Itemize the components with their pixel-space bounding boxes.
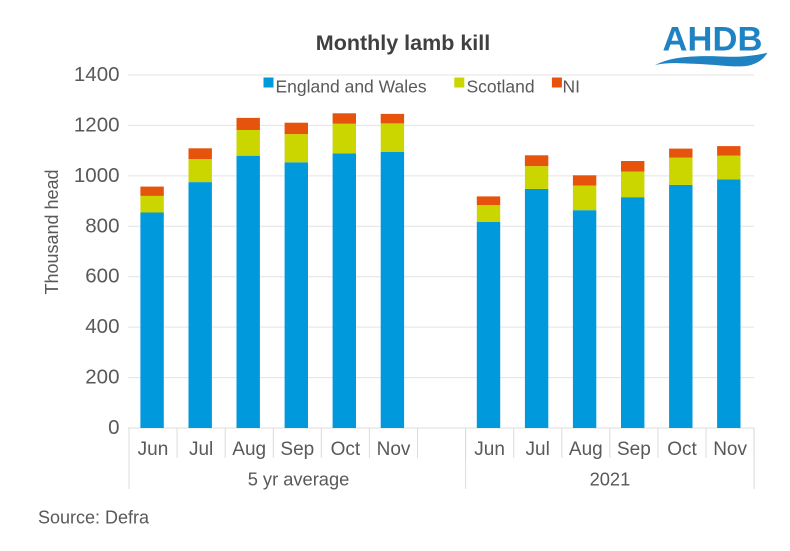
svg-text:Jul: Jul — [189, 439, 213, 460]
svg-text:Sep: Sep — [617, 439, 651, 460]
svg-text:800: 800 — [85, 214, 119, 237]
svg-text:5 yr average: 5 yr average — [248, 469, 350, 490]
svg-text:Nov: Nov — [377, 439, 411, 460]
svg-text:England and Wales: England and Wales — [276, 77, 427, 97]
svg-text:2021: 2021 — [590, 469, 631, 490]
svg-text:Thousand head: Thousand head — [42, 169, 62, 294]
svg-text:200: 200 — [85, 366, 119, 389]
svg-text:600: 600 — [85, 265, 119, 288]
svg-text:1200: 1200 — [74, 113, 120, 136]
svg-text:Scotland: Scotland — [467, 77, 535, 97]
svg-text:NI: NI — [563, 77, 581, 97]
svg-text:Oct: Oct — [331, 439, 361, 460]
svg-text:400: 400 — [85, 315, 119, 338]
svg-text:AHDB: AHDB — [663, 21, 763, 59]
svg-text:Oct: Oct — [667, 439, 697, 460]
svg-text:Jun: Jun — [474, 439, 505, 460]
svg-text:Monthly lamb kill: Monthly lamb kill — [316, 31, 490, 55]
svg-text:Jun: Jun — [138, 439, 169, 460]
svg-text:1400: 1400 — [74, 63, 120, 86]
svg-text:Aug: Aug — [232, 439, 266, 460]
svg-text:Jul: Jul — [526, 439, 550, 460]
svg-text:Nov: Nov — [713, 439, 747, 460]
svg-text:1000: 1000 — [74, 164, 120, 187]
svg-text:Sep: Sep — [280, 439, 314, 460]
svg-text:Aug: Aug — [569, 439, 603, 460]
svg-text:0: 0 — [108, 416, 119, 439]
svg-text:Source: Defra: Source: Defra — [38, 508, 150, 528]
